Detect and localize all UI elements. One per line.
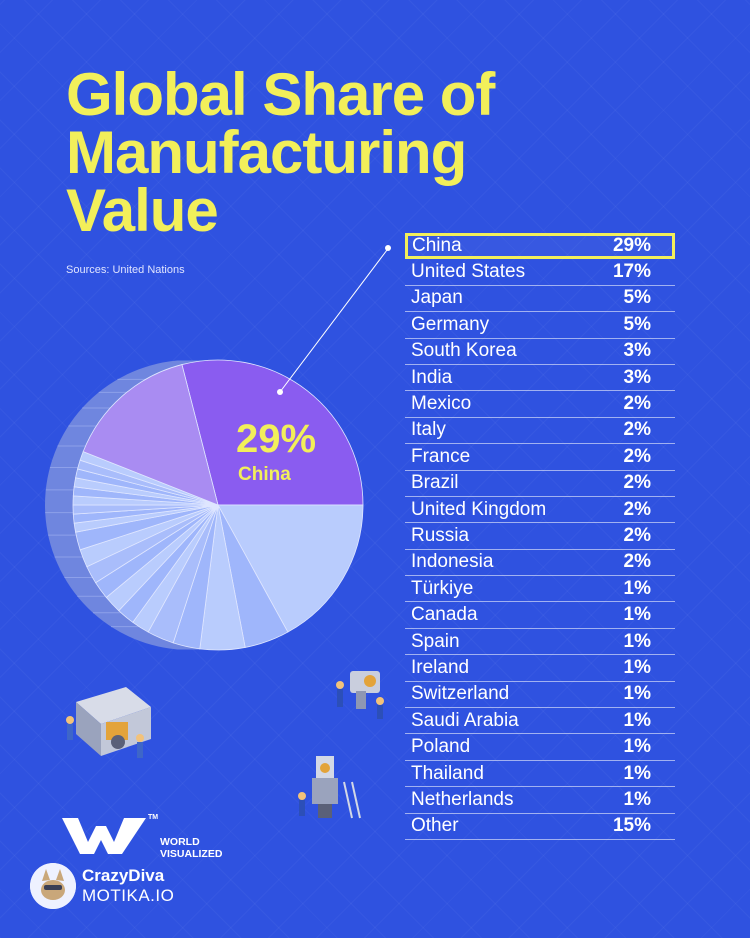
china-slice-value: 29% — [236, 417, 316, 461]
legend-row-india: India 3% — [405, 365, 675, 392]
legend-percent: 1% — [623, 683, 651, 705]
legend-country: Ireland — [411, 656, 470, 678]
legend-row-spain: Spain 1% — [405, 629, 675, 656]
drill-tower-worker-icon — [298, 756, 361, 819]
legend-percent: 2% — [623, 419, 651, 441]
legend-row-canada: Canada 1% — [405, 602, 675, 629]
legend-row-t-rkiye: Türkiye 1% — [405, 576, 675, 603]
legend-row-poland: Poland 1% — [405, 734, 675, 761]
legend-row-indonesia: Indonesia 2% — [405, 550, 675, 577]
legend-percent: 1% — [623, 656, 651, 678]
legend-country: United States — [411, 261, 526, 283]
logo-text: WORLD VISUALIZED — [160, 836, 222, 860]
legend-row-italy: Italy 2% — [405, 418, 675, 445]
legend-row-thailand: Thailand 1% — [405, 761, 675, 788]
legend-percent: 1% — [623, 577, 651, 599]
legend-row-united-kingdom: United Kingdom 2% — [405, 497, 675, 524]
legend-country: France — [411, 445, 471, 467]
page-title: Global Share of Manufacturing Value — [66, 61, 495, 244]
callout-dot-start — [277, 389, 283, 395]
legend-percent: 29% — [612, 235, 651, 257]
legend-country: Brazil — [411, 472, 459, 494]
legend-percent: 2% — [623, 524, 651, 546]
legend-country: Japan — [411, 287, 463, 309]
legend-percent: 2% — [623, 498, 651, 520]
legend-percent: 1% — [623, 709, 651, 731]
legend-percent: 2% — [623, 393, 651, 415]
legend-row-other: Other 15% — [405, 814, 675, 840]
legend-row-saudi-arabia: Saudi Arabia 1% — [405, 708, 675, 735]
legend-percent: 1% — [623, 762, 651, 784]
legend-percent: 17% — [612, 261, 651, 283]
legend-percent: 1% — [623, 604, 651, 626]
logo-trademark: TM — [148, 814, 159, 821]
legend-row-switzerland: Switzerland 1% — [405, 682, 675, 709]
legend-row-mexico: Mexico 2% — [405, 391, 675, 418]
creator-site-link[interactable]: MOTIKA.IO — [82, 886, 175, 905]
legend-row-ireland: Ireland 1% — [405, 655, 675, 682]
legend-row-netherlands: Netherlands 1% — [405, 787, 675, 814]
legend-percent: 5% — [623, 287, 651, 309]
legend-country: Germany — [411, 313, 490, 335]
callout-dot-end — [385, 245, 391, 251]
legend-row-brazil: Brazil 2% — [405, 471, 675, 497]
legend-country: Poland — [411, 736, 471, 758]
legend-country: Netherlands — [411, 788, 514, 810]
legend-row-united-states: United States 17% — [405, 259, 675, 286]
legend-row-russia: Russia 2% — [405, 523, 675, 550]
legend-row-japan: Japan 5% — [405, 286, 675, 313]
legend-country: Indonesia — [411, 551, 494, 573]
legend-country: Spain — [411, 630, 460, 652]
legend-country: Türkiye — [411, 577, 474, 599]
legend-country: China — [412, 235, 462, 257]
legend-country: Switzerland — [411, 683, 510, 705]
legend-percent: 5% — [623, 313, 651, 335]
legend-percent: 2% — [623, 551, 651, 573]
legend-country: India — [411, 366, 453, 388]
pie-slice-united-states — [217, 504, 364, 633]
legend-percent: 1% — [623, 630, 651, 652]
legend-country: Canada — [411, 604, 478, 626]
legend-table: China 29% United States 17% Japan 5% Germany 5%… — [405, 233, 675, 840]
logo-line-1: WORLD — [160, 836, 200, 848]
robot-arm-worker-icon — [336, 671, 384, 719]
legend-percent: 2% — [623, 472, 651, 494]
legend-row-germany: Germany 5% — [405, 312, 675, 339]
legend-percent: 1% — [623, 788, 651, 810]
legend-country: South Korea — [411, 340, 517, 362]
legend-percent: 15% — [612, 815, 651, 837]
legend-percent: 3% — [623, 340, 651, 362]
pie-slice-other — [82, 364, 219, 506]
legend-country: United Kingdom — [411, 498, 547, 520]
factory-worker-machine-icon — [66, 687, 151, 758]
legend-percent: 1% — [623, 736, 651, 758]
legend-country: Saudi Arabia — [411, 709, 519, 731]
legend-country: Thailand — [411, 762, 484, 784]
legend-row-china: China 29% — [405, 233, 675, 260]
legend-percent: 3% — [623, 366, 651, 388]
legend-row-south-korea: South Korea 3% — [405, 339, 675, 365]
legend-percent: 2% — [623, 445, 651, 467]
legend-row-france: France 2% — [405, 444, 675, 471]
callout-line — [279, 249, 388, 393]
legend-country: Mexico — [411, 393, 472, 415]
legend-country: Italy — [411, 419, 446, 441]
legend-country: Russia — [411, 524, 470, 546]
china-slice-label: China — [238, 464, 291, 485]
creator-avatar-icon — [30, 863, 76, 909]
creator-name[interactable]: CrazyDiva — [82, 866, 165, 885]
pie-slice-china — [181, 359, 364, 506]
world-visualized-logo-icon — [62, 818, 146, 854]
legend-country: Other — [411, 815, 459, 837]
chart-source: Sources: United Nations — [66, 264, 185, 276]
logo-line-2: VISUALIZED — [160, 848, 223, 860]
